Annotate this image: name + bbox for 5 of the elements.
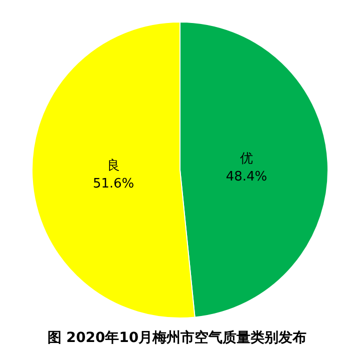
text: 图 2020年10月梅州市空气质量类别发布	[47, 329, 307, 346]
slice-label: 良	[106, 158, 120, 174]
data-label: 51.6%	[92, 176, 134, 192]
data-label: 48.4%	[226, 170, 268, 185]
slice-label: 优	[240, 152, 254, 167]
